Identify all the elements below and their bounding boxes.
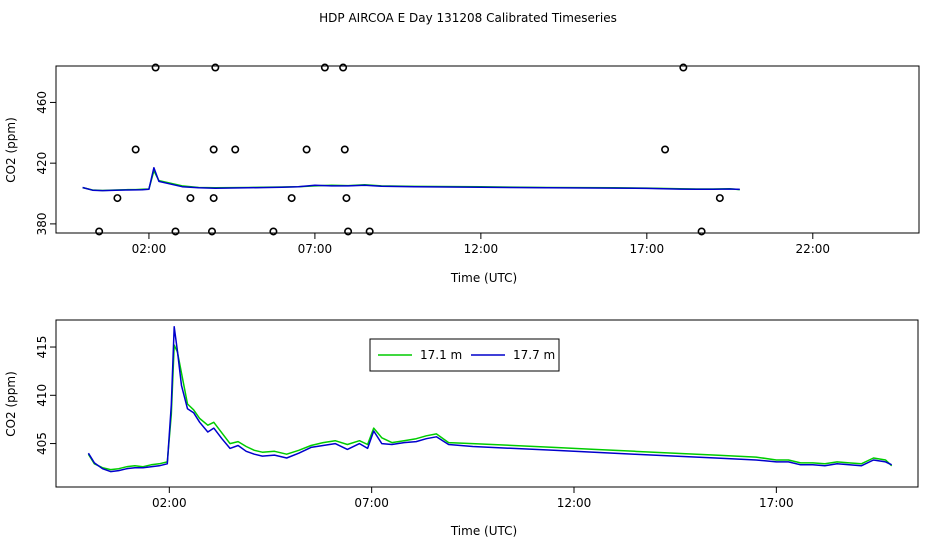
- bottom-x-axis-label: Time (UTC): [450, 524, 517, 538]
- legend-label-17-1m: 17.1 m: [420, 348, 462, 362]
- top-calibration-point: [715, 194, 724, 203]
- top-x-tick-label: 22:00: [795, 242, 830, 256]
- top-calibration-point: [679, 63, 688, 72]
- top-calibration-point: [171, 227, 180, 236]
- top-calibration-point: [661, 145, 670, 154]
- top-x-tick-label: 17:00: [630, 242, 665, 256]
- top-calibration-point: [344, 227, 353, 236]
- top-calibration-point: [209, 194, 218, 203]
- figure-title: HDP AIRCOA E Day 131208 Calibrated Times…: [319, 11, 617, 25]
- top-calibration-point: [211, 63, 220, 72]
- bottom-panel: Time (UTC) CO2 (ppm) 17.1 m 17.7 m 02:00…: [4, 319, 919, 538]
- top-calibration-point: [340, 145, 349, 154]
- top-calibration-point: [208, 227, 217, 236]
- bottom-x-tick-label: 12:00: [557, 496, 592, 510]
- top-series-line-2: [82, 166, 740, 192]
- bottom-y-tick-label: 410: [35, 384, 49, 407]
- top-calibration-point: [113, 194, 122, 203]
- legend-label-17-7m: 17.7 m: [513, 348, 555, 362]
- bottom-plot-frame: [55, 319, 919, 488]
- top-y-axis-label: CO2 (ppm): [4, 117, 18, 183]
- top-panel: Time (UTC) CO2 (ppm) 02:00 07:00 12:00 17:0…: [4, 63, 920, 285]
- top-x-tick-label: 07:00: [298, 242, 333, 256]
- top-calibration-point: [209, 145, 218, 154]
- top-calibration-point: [186, 194, 195, 203]
- bottom-y-tick-label: 405: [35, 432, 49, 455]
- top-x-tick-label: 02:00: [132, 242, 167, 256]
- top-calibration-point: [131, 145, 140, 154]
- top-plot-frame: [55, 65, 920, 234]
- top-x-axis-label: Time (UTC): [450, 271, 517, 285]
- top-y-tick-label: 420: [35, 152, 49, 175]
- top-calibration-point: [302, 145, 311, 154]
- top-calibration-point: [95, 227, 104, 236]
- bottom-series-line-2: [87, 326, 893, 473]
- bottom-x-tick-label: 02:00: [152, 496, 187, 510]
- top-calibration-point: [231, 145, 240, 154]
- top-y-tick-label: 460: [35, 91, 49, 114]
- top-calibration-point: [287, 194, 296, 203]
- legend: 17.1 m 17.7 m: [369, 338, 560, 372]
- top-calibration-point: [697, 227, 706, 236]
- top-calibration-point: [342, 194, 351, 203]
- top-calibration-point: [339, 63, 348, 72]
- bottom-y-tick-label: 415: [35, 336, 49, 359]
- top-calibration-point: [320, 63, 329, 72]
- top-calibration-point: [269, 227, 278, 236]
- bottom-x-tick-label: 17:00: [759, 496, 794, 510]
- top-y-tick-label: 380: [35, 212, 49, 235]
- top-calibration-point: [151, 63, 160, 72]
- bottom-y-axis-label: CO2 (ppm): [4, 371, 18, 437]
- top-x-tick-label: 12:00: [464, 242, 499, 256]
- top-series-line-1: [82, 170, 740, 192]
- top-calibration-point: [365, 227, 374, 236]
- bottom-x-tick-label: 07:00: [354, 496, 389, 510]
